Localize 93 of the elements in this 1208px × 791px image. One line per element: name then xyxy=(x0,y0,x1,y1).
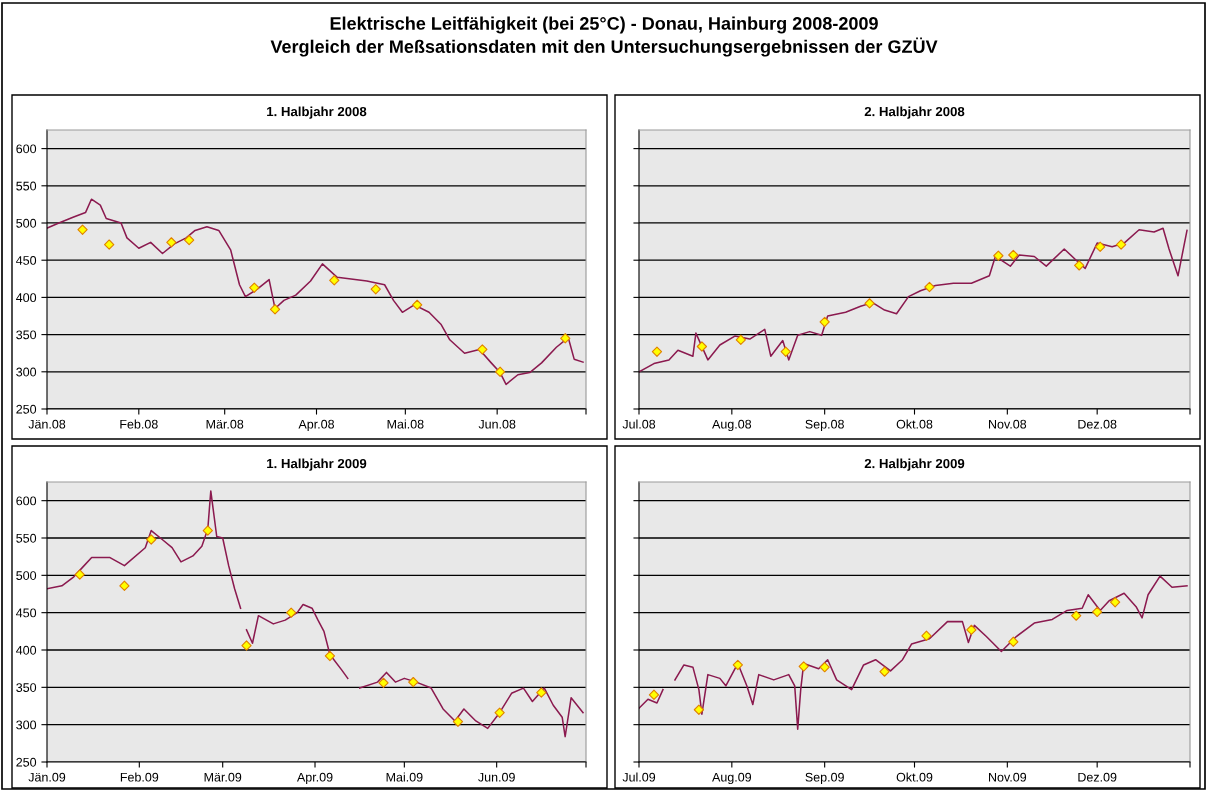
x-tick-label: Okt.09 xyxy=(896,772,933,782)
point xyxy=(166,237,177,248)
x-tick-label: Jän.09 xyxy=(28,772,66,782)
point xyxy=(1115,239,1127,250)
x-tick-label: Nov.08 xyxy=(989,419,1027,429)
y-tick-label: 450 xyxy=(16,256,37,265)
x-tick-label: Aug.09 xyxy=(712,772,752,785)
point xyxy=(1008,249,1019,261)
chart-title: 2. Halbjahr 2008 xyxy=(864,106,965,119)
point xyxy=(494,366,506,377)
point xyxy=(286,607,297,618)
point xyxy=(378,677,389,689)
chart-title: 1. Halbjahr 2009 xyxy=(267,458,367,471)
y-tick-label: 400 xyxy=(16,293,37,303)
x-tick-label: Mai.08 xyxy=(387,419,424,429)
point xyxy=(119,580,130,591)
y-tick-label: 300 xyxy=(16,720,37,730)
y-tick-label: 600 xyxy=(16,496,37,506)
point xyxy=(452,716,464,727)
x-tick-label: Apr.08 xyxy=(298,419,335,432)
point xyxy=(879,666,890,677)
point xyxy=(1008,636,1019,647)
point xyxy=(696,341,708,352)
point xyxy=(202,525,213,536)
point xyxy=(324,650,336,662)
point xyxy=(560,333,571,344)
point xyxy=(780,346,791,357)
x-tick-label: Sep.09 xyxy=(805,772,844,785)
point xyxy=(1074,260,1085,271)
chart-title: 2. Halbjahr 2009 xyxy=(864,458,965,471)
point xyxy=(1071,610,1082,621)
x-tick-label: Jul.08 xyxy=(622,419,656,429)
point xyxy=(477,344,488,355)
y-tick-label: 500 xyxy=(16,571,37,580)
y-tick-label: 500 xyxy=(16,218,37,228)
point xyxy=(183,234,195,246)
x-tick-label: Jun.09 xyxy=(478,772,515,782)
point xyxy=(864,298,875,309)
text: Elektrische Leitfähigkeit (bei 25°C) - Donau, Hainburg 2008-2009 xyxy=(330,16,878,34)
y-tick-label: 350 xyxy=(16,683,37,692)
x-tick-label: Nov.09 xyxy=(989,772,1027,782)
y-tick-label: 400 xyxy=(16,645,37,655)
point xyxy=(408,676,419,688)
x-tick-label: Mär.08 xyxy=(206,419,244,429)
point xyxy=(146,534,157,545)
x-tick-label: Okt.08 xyxy=(896,419,933,429)
point xyxy=(269,304,281,315)
x-tick-label: Apr.09 xyxy=(296,772,333,785)
y-tick-label: 250 xyxy=(16,757,37,767)
point xyxy=(77,224,88,235)
x-tick-label: Mai.09 xyxy=(386,772,423,782)
point xyxy=(732,659,743,671)
y-tick-label: 250 xyxy=(16,404,37,414)
x-tick-label: Dez.09 xyxy=(1078,772,1117,782)
point xyxy=(798,661,809,672)
point xyxy=(1109,597,1121,608)
y-tick-label: 600 xyxy=(16,144,37,154)
point xyxy=(74,569,85,580)
x-tick-label: Mär.09 xyxy=(204,772,242,782)
point xyxy=(693,704,705,715)
point xyxy=(412,299,423,311)
point xyxy=(819,316,830,328)
x-tick-label: Dez.08 xyxy=(1078,419,1117,429)
x-tick-label: Sep.08 xyxy=(805,419,844,432)
point xyxy=(1095,241,1106,252)
y-tick-label: 550 xyxy=(16,533,37,543)
point xyxy=(370,284,381,295)
point xyxy=(648,689,660,700)
point xyxy=(735,334,746,345)
x-tick-label: Jän.08 xyxy=(28,419,66,429)
point xyxy=(651,346,663,357)
point xyxy=(993,250,1004,261)
point xyxy=(966,624,977,636)
point xyxy=(1092,606,1103,618)
y-tick-label: 350 xyxy=(16,330,37,340)
point xyxy=(104,239,115,250)
y-tick-label: 550 xyxy=(16,181,37,191)
x-tick-label: Aug.08 xyxy=(712,419,752,432)
point xyxy=(536,687,547,698)
point xyxy=(921,630,932,641)
point xyxy=(494,707,505,718)
text: Vergleich der Meßsationsdaten mit den Untersuchungsergebnissen der GZÜV xyxy=(270,37,938,57)
x-tick-label: Jul.09 xyxy=(622,772,656,782)
point xyxy=(241,640,252,651)
x-tick-label: Jun.08 xyxy=(478,419,516,429)
y-tick-label: 300 xyxy=(16,367,37,377)
point xyxy=(249,282,260,293)
chart-title: 1. Halbjahr 2008 xyxy=(267,106,367,119)
x-tick-label: Feb.09 xyxy=(120,772,159,782)
point xyxy=(819,662,830,673)
point xyxy=(329,275,340,286)
x-tick-label: Feb.08 xyxy=(120,419,158,429)
y-tick-label: 450 xyxy=(16,608,37,618)
